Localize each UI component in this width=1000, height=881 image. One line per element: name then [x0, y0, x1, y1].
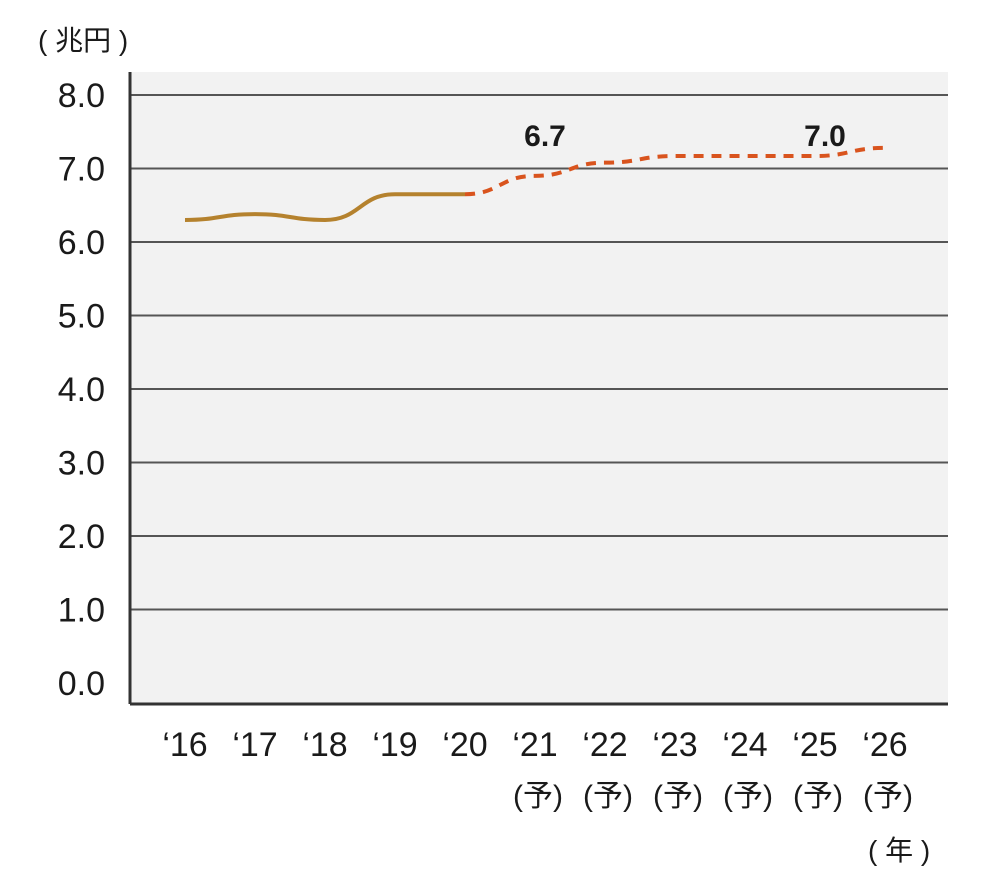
- x-tick-label: ‘25: [792, 726, 837, 764]
- x-tick-label: ‘24: [722, 726, 767, 764]
- y-tick-label: 3.0: [58, 445, 105, 483]
- x-tick-label: ‘18: [302, 726, 347, 764]
- gridlines: [130, 94, 948, 706]
- y-tick-labels: 0.0 1.0 2.0 3.0 4.0 5.0 6.0 7.0 8.0: [58, 77, 105, 703]
- y-tick-label: 4.0: [58, 371, 105, 409]
- x-tick-label: ‘22: [582, 726, 627, 764]
- x-tick-sublabel: (予): [583, 780, 633, 813]
- y-tick-label: 7.0: [58, 151, 105, 189]
- y-tick-label: 6.0: [58, 224, 105, 262]
- x-tick-sublabel: (予): [863, 780, 913, 813]
- x-tick-label: ‘16: [162, 726, 207, 764]
- x-tick-sublabel: (予): [513, 780, 563, 813]
- y-tick-label: 0.0: [58, 665, 105, 703]
- y-axis-unit-label: ( 兆円 ): [38, 25, 128, 56]
- x-tick-sublabel: (予): [723, 780, 773, 813]
- y-tick-label: 1.0: [58, 592, 105, 630]
- x-tick-label: ‘20: [442, 726, 487, 764]
- x-tick-label: ‘17: [232, 726, 277, 764]
- x-tick-label: ‘23: [652, 726, 697, 764]
- value-annotation: 6.7: [524, 120, 566, 153]
- value-annotation: 7.0: [804, 120, 846, 153]
- x-tick-label: ‘21: [512, 726, 557, 764]
- x-tick-labels: ‘16 ‘17 ‘18 ‘19 ‘20 ‘21 (予) ‘22 (予) ‘23 (予) ‘24 (予) ‘…: [162, 726, 913, 813]
- annotations: 6.7 7.0: [524, 120, 846, 153]
- x-tick-sublabel: (予): [793, 780, 843, 813]
- x-tick-sublabel: (予): [653, 780, 703, 813]
- y-tick-label: 5.0: [58, 298, 105, 336]
- y-tick-label: 8.0: [58, 77, 105, 115]
- x-tick-label: ‘19: [372, 726, 417, 764]
- series-lines: [184, 145, 886, 222]
- x-tick-label: ‘26: [862, 726, 907, 764]
- x-axis-unit-label: ( 年 ): [868, 835, 930, 866]
- y-tick-label: 2.0: [58, 518, 105, 556]
